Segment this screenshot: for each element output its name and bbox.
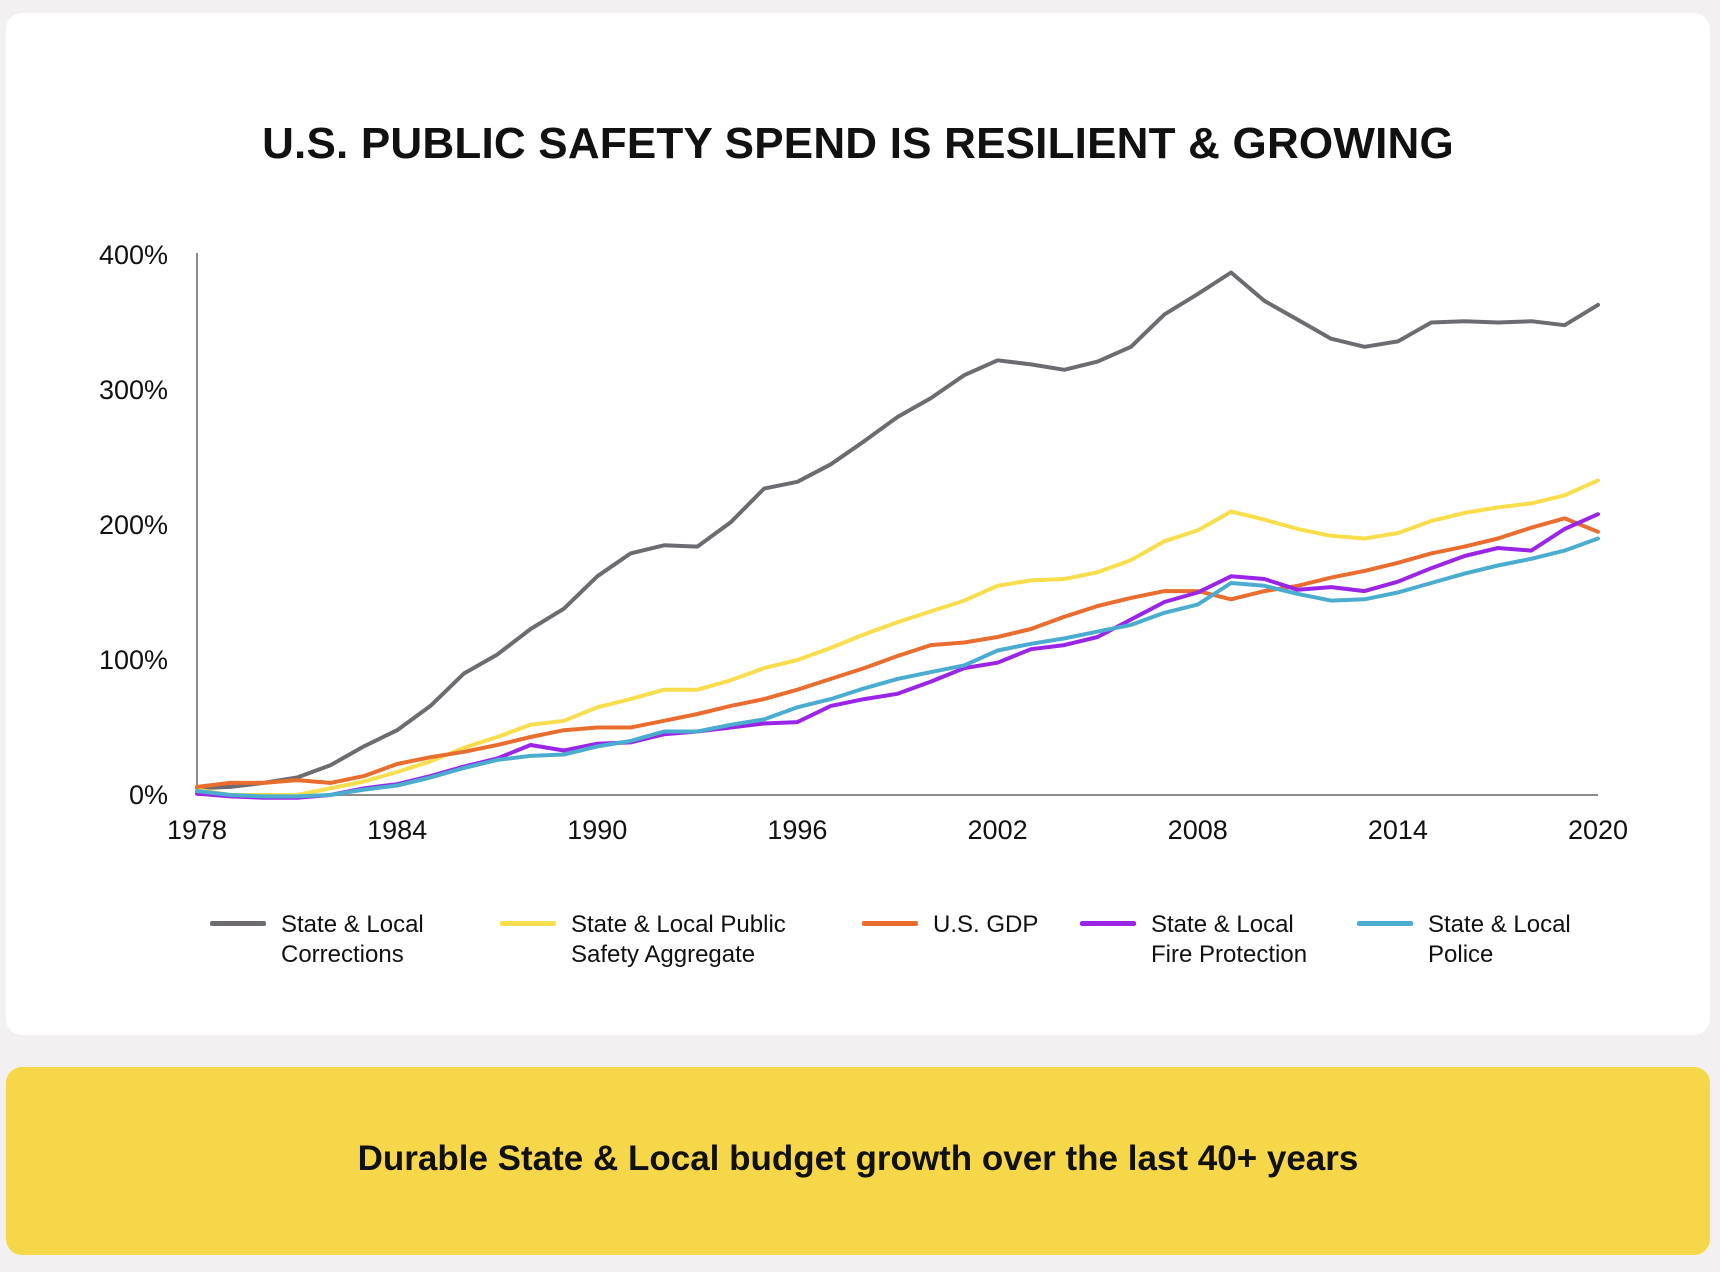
legend-swatch	[1357, 921, 1413, 926]
series-line-1	[195, 478, 1600, 797]
y-tick-label: 400%	[99, 240, 168, 270]
legend-label: State & Local Police	[1428, 910, 1648, 970]
y-tick-label: 100%	[99, 645, 168, 675]
legend-label-line: Police	[1428, 941, 1494, 968]
banner-text: Durable State & Local budget growth over…	[357, 1139, 1359, 1178]
x-tick-label: 1984	[367, 815, 427, 845]
legend-label: State & Local Fire Protection	[1151, 910, 1371, 970]
legend-label: U.S. GDP	[933, 910, 1153, 940]
legend-label: State & Local Corrections	[281, 910, 501, 970]
legend-label-line: State & Local	[1428, 911, 1571, 938]
legend-swatch	[210, 921, 266, 926]
x-tick-label: 1996	[767, 815, 827, 845]
legend-swatch	[862, 921, 918, 926]
legend-label-line: State & Local	[1151, 911, 1294, 938]
x-tick-label: 1978	[167, 815, 227, 845]
x-tick-label: 2008	[1168, 815, 1228, 845]
legend-label: State & Local Public Safety Aggregate	[571, 910, 791, 970]
x-tick-label: 1990	[567, 815, 627, 845]
x-tick-label: 2020	[1568, 815, 1628, 845]
summary-banner: Durable State & Local budget growth over…	[6, 1067, 1710, 1255]
legend-label-line: State & Local	[281, 911, 424, 938]
series-line-2	[195, 516, 1600, 789]
legend-swatch	[1080, 921, 1136, 926]
chart-legend: State & Local Corrections State & Local Pu…	[210, 910, 1610, 980]
legend-swatch	[500, 921, 556, 926]
series-line-0	[195, 270, 1600, 791]
legend-label-line: Corrections	[281, 941, 404, 968]
y-tick-label: 200%	[99, 510, 168, 540]
legend-label-line: State & Local Public	[571, 911, 786, 938]
chart-title: U.S. PUBLIC SAFETY SPEND IS RESILIENT & …	[262, 119, 1454, 168]
x-tick-label: 2014	[1368, 815, 1428, 845]
legend-label-line: Safety Aggregate	[571, 941, 756, 968]
y-tick-label: 300%	[99, 375, 168, 405]
x-tick-label: 2002	[968, 815, 1028, 845]
legend-label-line: U.S. GDP	[933, 911, 1039, 938]
legend-label-line: Fire Protection	[1151, 941, 1308, 968]
y-tick-label: 0%	[129, 780, 168, 810]
series-line-4	[195, 536, 1600, 799]
